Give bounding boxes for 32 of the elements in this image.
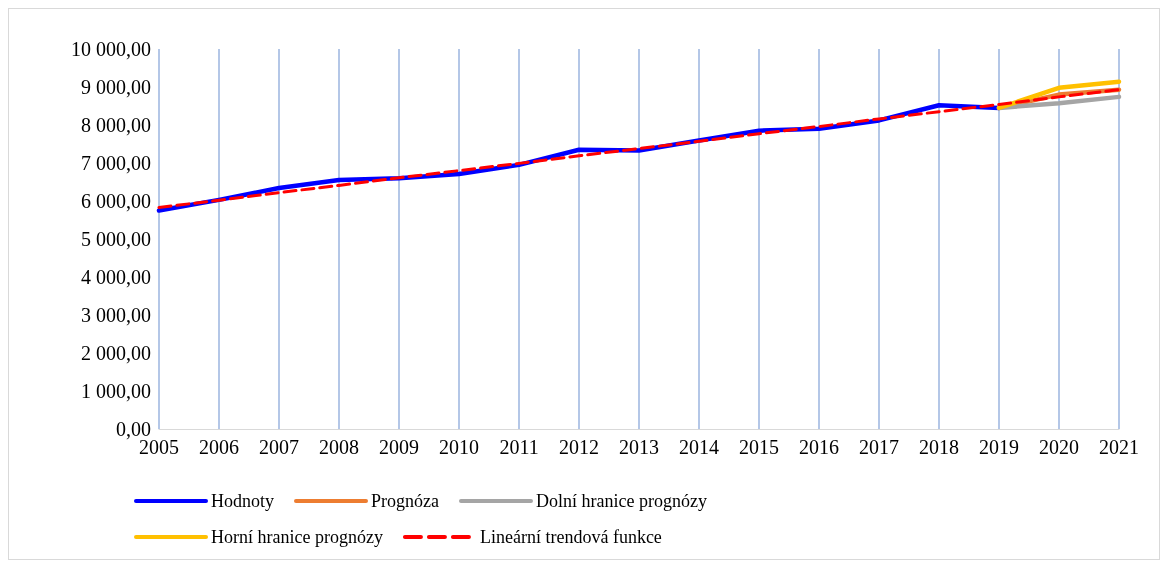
x-tick-label: 2012 <box>559 436 599 458</box>
x-tick-label: 2008 <box>319 436 359 458</box>
legend-label: Lineární trendová funkce <box>479 527 662 547</box>
y-tick-label: 9 000,00 <box>81 76 151 98</box>
y-tick-label: 3 000,00 <box>81 304 151 326</box>
x-tick-label: 2020 <box>1039 436 1079 458</box>
legend-label: Prognóza <box>371 491 439 511</box>
legend-label: Dolní hranice prognózy <box>535 491 707 511</box>
x-tick-label: 2007 <box>259 436 299 458</box>
x-tick-label: 2011 <box>499 436 539 458</box>
legend-label: Horní hranice prognózy <box>211 527 383 547</box>
x-tick-label: 2009 <box>379 436 419 458</box>
y-tick-label: 1 000,00 <box>81 380 151 402</box>
x-tick-label: 2006 <box>199 436 239 458</box>
x-tick-label: 2015 <box>739 436 779 458</box>
x-tick-label: 2019 <box>979 436 1019 458</box>
x-tick-label: 2018 <box>919 436 959 458</box>
y-tick-label: 6 000,00 <box>81 190 151 212</box>
y-tick-label: 10 000,00 <box>71 38 151 60</box>
legend-label: Hodnoty <box>211 491 274 511</box>
y-tick-label: 7 000,00 <box>81 152 151 174</box>
y-tick-label: 2 000,00 <box>81 342 151 364</box>
y-tick-label: 4 000,00 <box>81 266 151 288</box>
y-tick-label: 5 000,00 <box>81 228 151 250</box>
x-tick-label: 2010 <box>439 436 479 458</box>
x-tick-label: 2016 <box>799 436 839 458</box>
y-tick-label: 8 000,00 <box>81 114 151 136</box>
x-tick-label: 2014 <box>679 436 719 458</box>
x-tick-label: 2021 <box>1099 436 1139 458</box>
x-tick-label: 2017 <box>859 436 899 458</box>
x-tick-label: 2013 <box>619 436 659 458</box>
line-series <box>157 88 1121 209</box>
